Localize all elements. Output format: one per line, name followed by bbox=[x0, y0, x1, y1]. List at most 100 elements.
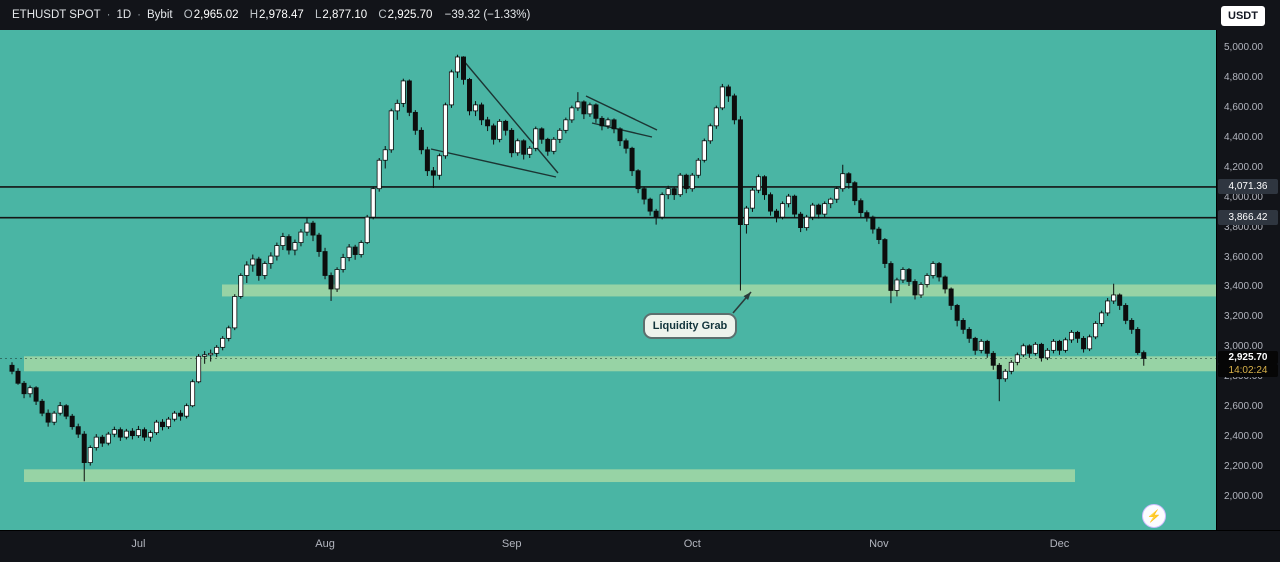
candle-down bbox=[635, 170, 641, 190]
candle-up bbox=[834, 188, 840, 200]
support-resistance-zone[interactable] bbox=[24, 356, 1216, 372]
candle-up bbox=[749, 189, 755, 209]
candle-up bbox=[743, 207, 749, 226]
currency-toggle-button[interactable]: USDT bbox=[1221, 6, 1265, 26]
candle-up bbox=[575, 101, 581, 109]
candle-down bbox=[1075, 331, 1081, 339]
candle-down bbox=[906, 269, 912, 282]
candle-up bbox=[394, 102, 400, 112]
candle-down bbox=[1026, 345, 1032, 354]
candle-up bbox=[135, 429, 141, 437]
candle-down bbox=[412, 111, 418, 131]
candle-up bbox=[208, 352, 214, 356]
candle-down bbox=[581, 101, 587, 115]
support-resistance-zone[interactable] bbox=[24, 469, 1075, 483]
candle-down bbox=[45, 412, 51, 423]
candle-up bbox=[358, 242, 364, 255]
month-tick: Nov bbox=[869, 538, 889, 550]
trendline[interactable] bbox=[430, 148, 557, 178]
candle-up bbox=[262, 263, 268, 276]
month-tick: Jul bbox=[131, 538, 146, 550]
candle-up bbox=[563, 119, 569, 131]
candle-up bbox=[196, 355, 202, 383]
candle-up bbox=[1014, 354, 1020, 363]
candle-up bbox=[27, 387, 33, 395]
support-resistance-zone[interactable] bbox=[222, 284, 1216, 297]
candle-up bbox=[370, 188, 376, 218]
candle-down bbox=[617, 128, 623, 142]
candle-down bbox=[15, 370, 21, 384]
candle-down bbox=[774, 210, 780, 218]
price-axis[interactable]: 5,000.00 4,800.00 4,600.00 4,400.00 4,200.00… bbox=[1216, 30, 1280, 530]
candle-down bbox=[479, 104, 485, 121]
candle-down bbox=[545, 138, 551, 152]
candle-up bbox=[454, 56, 460, 73]
price-tick: 2,000.00 bbox=[1224, 491, 1263, 502]
candle-down bbox=[521, 140, 527, 155]
candle-up bbox=[665, 188, 671, 196]
candle-down bbox=[509, 129, 515, 154]
candle-down bbox=[430, 170, 436, 176]
candle-up bbox=[677, 174, 683, 196]
candle-up bbox=[376, 159, 382, 190]
price-tick: 2,400.00 bbox=[1224, 431, 1263, 443]
candle-up bbox=[924, 275, 930, 285]
candle-up bbox=[105, 433, 111, 444]
candle-down bbox=[159, 421, 165, 428]
candle-down bbox=[942, 276, 948, 290]
candle-up bbox=[220, 337, 226, 348]
candle-up bbox=[1050, 340, 1056, 351]
candle-up bbox=[400, 80, 406, 104]
liquidity-grab-callout[interactable]: Liquidity Grab bbox=[643, 313, 737, 339]
candle-down bbox=[725, 86, 731, 97]
lightning-badge[interactable]: ⚡ bbox=[1142, 504, 1166, 528]
time-axis[interactable]: Jul Aug Sep Oct Nov Dec bbox=[0, 530, 1280, 562]
price-tick: 4,600.00 bbox=[1224, 101, 1263, 113]
candle-down bbox=[322, 251, 328, 276]
candle-down bbox=[737, 119, 743, 226]
candle-up bbox=[1020, 345, 1026, 356]
candle-down bbox=[1129, 319, 1135, 330]
candle-up bbox=[527, 147, 533, 155]
separator-dot: · bbox=[106, 9, 111, 21]
candle-up bbox=[1099, 312, 1105, 324]
month-tick: Sep bbox=[501, 538, 522, 550]
candle-up bbox=[436, 155, 442, 176]
candle-up bbox=[1087, 336, 1093, 350]
candle-up bbox=[695, 159, 701, 176]
change-value: −39.32 (−1.33%) bbox=[444, 9, 531, 21]
chart-area[interactable]: Liquidity Grab ⚡ bbox=[0, 30, 1216, 530]
symbol-legend[interactable]: ETHUSDT SPOT · 1D · Bybit O2,965.02 H2,978.4… bbox=[12, 9, 530, 21]
candle-down bbox=[599, 117, 605, 127]
candle-up bbox=[298, 231, 304, 243]
candlestick-chart[interactable] bbox=[0, 30, 1216, 530]
candle-up bbox=[1002, 370, 1008, 380]
candle-down bbox=[641, 188, 647, 200]
candle-down bbox=[882, 239, 888, 264]
trendline[interactable] bbox=[585, 95, 658, 131]
trendline[interactable] bbox=[462, 59, 559, 174]
candle-down bbox=[1081, 337, 1087, 350]
high-value: 2,978.47 bbox=[259, 9, 304, 21]
price-tick: 4,400.00 bbox=[1224, 131, 1263, 143]
candle-up bbox=[1063, 339, 1069, 351]
candle-down bbox=[178, 412, 184, 417]
candle-down bbox=[81, 433, 87, 463]
candle-down bbox=[418, 129, 424, 151]
candle-down bbox=[623, 140, 629, 149]
candle-down bbox=[593, 104, 599, 119]
candle-down bbox=[9, 364, 15, 372]
candle-down bbox=[768, 194, 774, 212]
candle-down bbox=[467, 79, 473, 112]
candle-down bbox=[99, 436, 105, 444]
candle-up bbox=[978, 340, 984, 351]
callout-arrowhead bbox=[743, 292, 751, 301]
candle-down bbox=[485, 119, 491, 127]
candle-down bbox=[954, 305, 960, 321]
price-tick: 2,600.00 bbox=[1224, 401, 1263, 413]
candle-down bbox=[328, 275, 334, 290]
candle-down bbox=[647, 198, 653, 212]
candle-down bbox=[63, 405, 69, 417]
month-tick: Dec bbox=[1049, 538, 1070, 550]
